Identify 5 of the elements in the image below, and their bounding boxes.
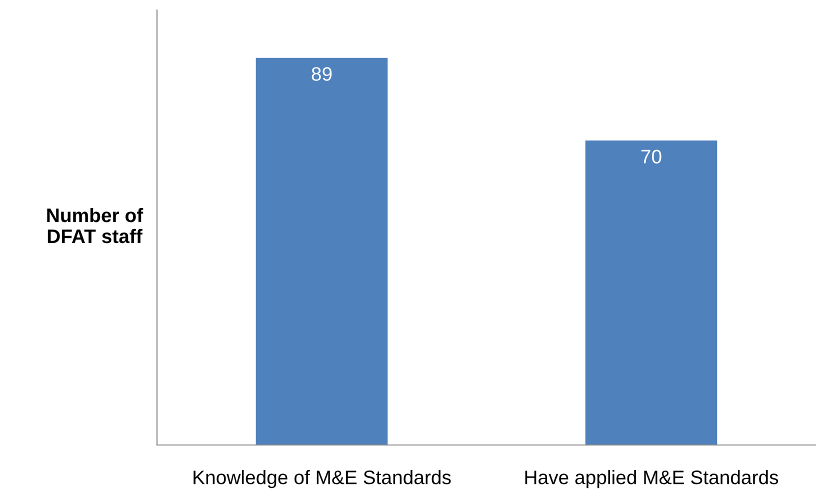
y-axis-title: Number of DFAT staff <box>47 208 144 244</box>
x-tick-label: Have applied M&E Standards <box>525 470 778 488</box>
data-label: 70 <box>641 150 662 164</box>
x-tick-label: Knowledge of M&E Standards <box>194 470 451 488</box>
data-label: 89 <box>312 67 332 81</box>
